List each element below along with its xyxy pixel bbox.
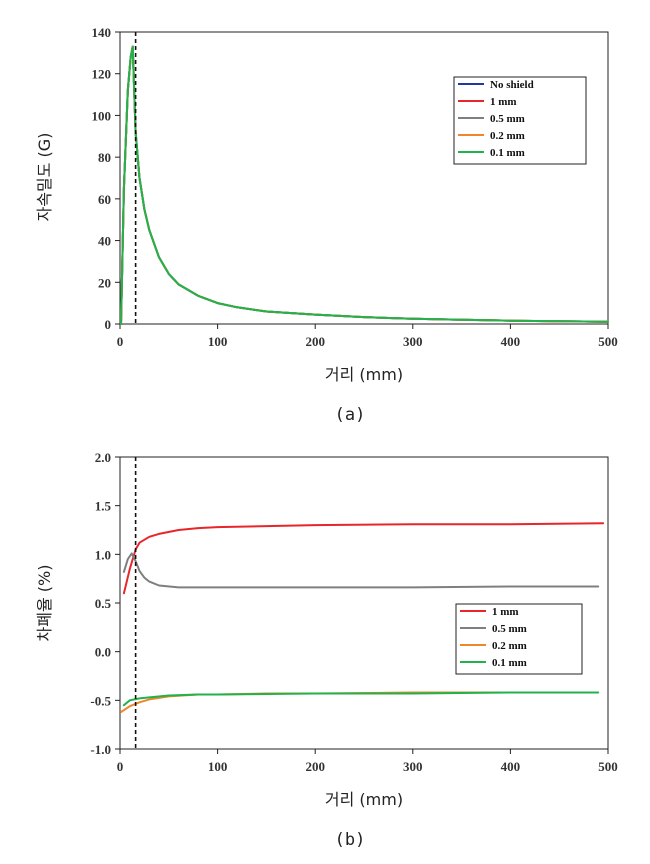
chart-a-legend: No shield 1 mm 0.5 mm 0.2 mm 0.1 mm bbox=[453, 76, 587, 165]
chart-b-y-tick-label: -1.0 bbox=[90, 742, 111, 757]
chart-b: 0 100 200 300 400 500-1.0-0.50.00.51.01.52.0 … bbox=[35, 450, 618, 850]
chart-b-x-axis-label: 거리 (mm) bbox=[325, 790, 403, 809]
chart-a-y-tick-label: 140 bbox=[92, 25, 112, 40]
chart-a-x-tick-label: 200 bbox=[305, 334, 325, 349]
chart-b-legend-label: 1 mm bbox=[492, 606, 519, 618]
chart-a: 0 100 200 300 400 500 0 20 40 60 80 100 120 140 No sh… bbox=[35, 25, 618, 425]
chart-b-plot-area bbox=[119, 456, 609, 750]
chart-b-y-tick-label: 0.0 bbox=[95, 645, 111, 660]
chart-a-legend-label: 0.1 mm bbox=[490, 147, 525, 159]
chart-a-y-tick-label: 60 bbox=[98, 192, 111, 207]
chart-b-x-tick-label: 200 bbox=[305, 759, 325, 774]
chart-b-x-tick-label: 100 bbox=[208, 759, 228, 774]
chart-a-x-tick-label: 400 bbox=[501, 334, 521, 349]
chart-b-y-tick-label: 0.5 bbox=[95, 596, 112, 611]
chart-a-legend-label: 0.5 mm bbox=[490, 113, 525, 125]
chart-b-series-line-0-5-mm bbox=[122, 552, 600, 589]
chart-b-x-tick-label: 300 bbox=[403, 759, 423, 774]
chart-b-y-tick-label: 1.0 bbox=[95, 547, 111, 562]
chart-b-series-line-1-mm bbox=[122, 522, 605, 595]
chart-a-legend-box bbox=[453, 76, 587, 165]
chart-a-x-tick-label: 100 bbox=[208, 334, 228, 349]
chart-a-y-tick-label: 80 bbox=[98, 150, 111, 165]
chart-a-x-axis-label: 거리 (mm) bbox=[325, 365, 403, 384]
chart-b-caption: (b) bbox=[335, 830, 366, 850]
chart-b-x-tick-label: 500 bbox=[598, 759, 618, 774]
chart-a-caption: (a) bbox=[335, 405, 366, 425]
chart-b-y-axis-label: 차폐율 (%) bbox=[35, 565, 54, 642]
chart-a-y-axis-label: 자속밀도 (G) bbox=[35, 133, 54, 222]
chart-b-y-tick-label: 1.5 bbox=[95, 499, 112, 514]
chart-b-legend-label: 0.2 mm bbox=[492, 640, 527, 652]
chart-a-x-tick-label: 300 bbox=[403, 334, 423, 349]
chart-a-series-line-0-1-mm bbox=[120, 45, 609, 325]
chart-b-y-tick-label: 2.0 bbox=[95, 450, 111, 465]
chart-a-y-tick-label: 20 bbox=[98, 275, 111, 290]
chart-b-legend: 1 mm 0.5 mm 0.2 mm 0.1 mm bbox=[455, 603, 583, 675]
chart-a-x-tick-label: 500 bbox=[598, 334, 618, 349]
chart-a-y-tick-label: 0 bbox=[105, 317, 112, 332]
chart-b-legend-label: 0.5 mm bbox=[492, 623, 527, 635]
chart-a-legend-label: 1 mm bbox=[490, 96, 517, 108]
chart-b-x-tick-label: 400 bbox=[501, 759, 521, 774]
chart-b-series-line-0-1-mm bbox=[122, 691, 600, 707]
chart-a-y-tick-label: 40 bbox=[98, 234, 111, 249]
chart-a-plot-area bbox=[119, 31, 609, 325]
chart-b-y-tick-label: -0.5 bbox=[90, 693, 111, 708]
chart-a-y-tick-label: 100 bbox=[92, 108, 112, 123]
chart-b-x-tick-label: 0 bbox=[117, 759, 124, 774]
chart-a-legend-label: 0.2 mm bbox=[490, 130, 525, 142]
chart-b-legend-label: 0.1 mm bbox=[492, 657, 527, 669]
chart-a-legend-label: No shield bbox=[490, 79, 534, 91]
chart-a-x-tick-label: 0 bbox=[117, 334, 124, 349]
chart-a-y-tick-label: 120 bbox=[92, 67, 112, 82]
